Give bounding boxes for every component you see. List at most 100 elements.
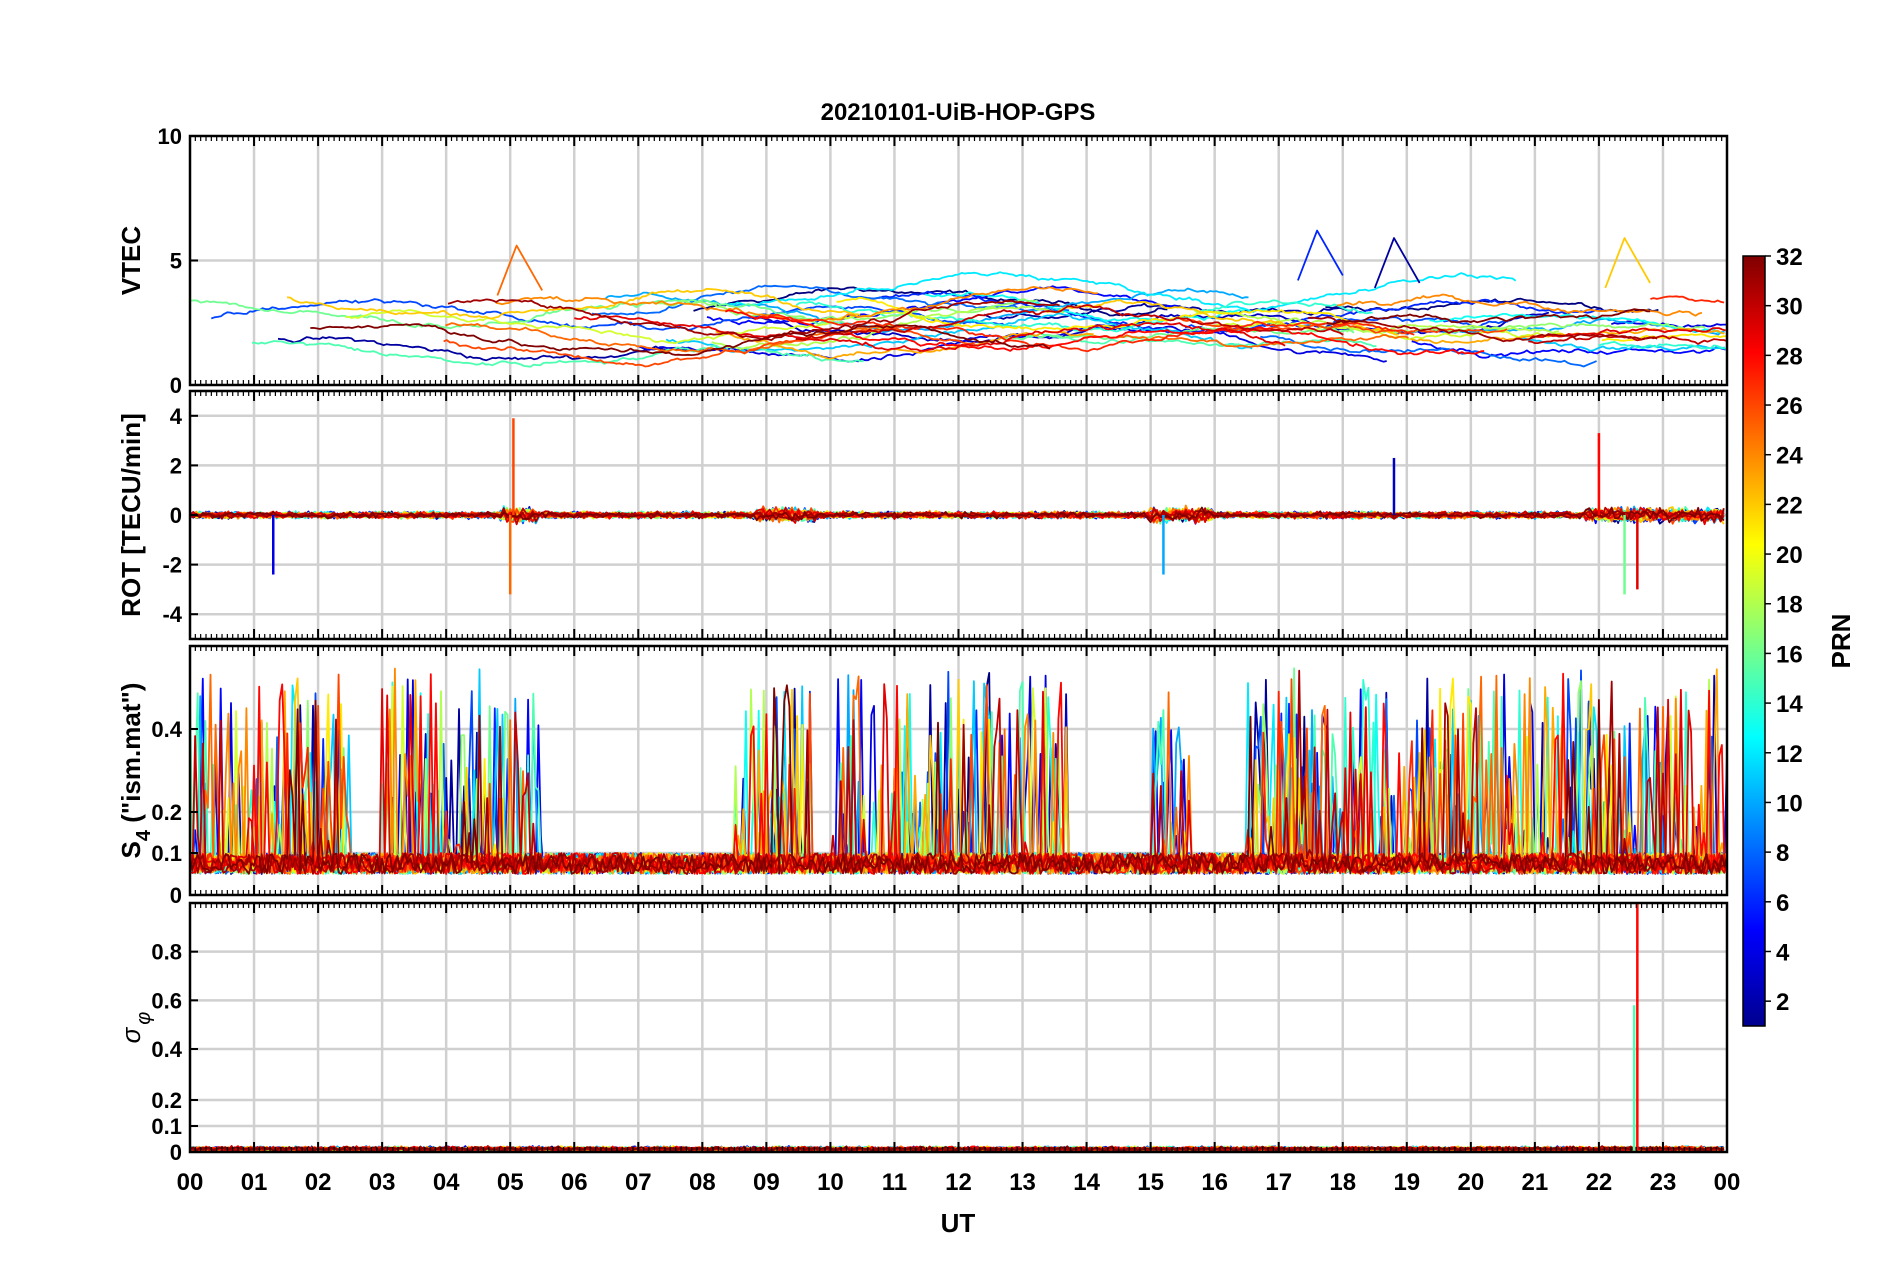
y-tick-label: 10 [158, 124, 182, 149]
vtec-trace-prn12 [724, 271, 1517, 313]
colorbar-tick-label: 2 [1776, 989, 1789, 1016]
vtec-trace-prn8 [1260, 335, 1597, 368]
x-tick-label: 09 [753, 1169, 780, 1196]
colorbar-gradient [1742, 255, 1766, 1027]
y-tick-label: 0.2 [151, 800, 182, 825]
peak-mark [1373, 237, 1421, 289]
panel-3: 0 0.1 0.2 0.4S4 ("ism.mat") [116, 644, 1729, 908]
vtec-trace-prn22 [1046, 299, 1400, 336]
colorbar-tick-label: 32 [1776, 244, 1803, 271]
x-tick-label: 06 [561, 1169, 588, 1196]
colorbar-tick-label: 10 [1776, 790, 1803, 817]
vtec-trace-prn27 [1650, 295, 1725, 304]
traces [190, 418, 1725, 595]
y-tick-label: 0 [170, 1140, 182, 1165]
colorbar-tick-label: 26 [1776, 393, 1803, 420]
x-tick-label: 01 [241, 1169, 268, 1196]
vtec-trace-prn2 [277, 336, 688, 362]
colorbar-tick-label: 20 [1776, 542, 1803, 569]
x-axis: 00 01 02 03 04 05 06 07 08 09 10 11 12 13 14 15 16 17 18 19… [177, 1169, 1741, 1196]
figure-title: 20210101-UiB-HOP-GPS [821, 99, 1096, 126]
colorbar-tick-label: 16 [1776, 641, 1803, 668]
y-tick-label: 0.8 [151, 940, 182, 965]
vtec-trace-prn31 [447, 298, 1060, 341]
colorbar-tick-label: 6 [1776, 890, 1789, 917]
y-tick-label: -4 [162, 602, 182, 627]
grid [190, 903, 1727, 1152]
y-axis-label: S4 ("ism.mat") [116, 683, 155, 859]
y-axis-label: ROT [TECU/min] [116, 413, 146, 617]
x-tick-label: 11 [882, 1169, 907, 1196]
vtec-trace-prn31 [1308, 316, 1658, 343]
y-tick-label: 0.2 [151, 1088, 182, 1113]
y-tick-label: 0.1 [151, 1114, 182, 1139]
x-tick-label: 10 [817, 1169, 844, 1196]
vtec-trace-prn32 [310, 323, 1051, 356]
panel-1: 0 5 10 VTEC [116, 124, 1729, 398]
x-tick-label: 05 [497, 1169, 524, 1196]
vtec-trace-prn4 [637, 325, 1387, 363]
x-tick-label: 17 [1265, 1169, 1292, 1196]
x-tick-label: 08 [689, 1169, 716, 1196]
minor-ticks [189, 391, 1728, 639]
colorbar-tick-label: 22 [1776, 492, 1803, 519]
y-tick-label: -2 [162, 553, 182, 578]
y-tick-label: 0.6 [151, 988, 182, 1013]
y-tick-label: 5 [170, 249, 182, 274]
vtec-trace-prn24 [1336, 293, 1703, 317]
vtec-trace-prn26 [1176, 316, 1508, 335]
x-tick-label: 02 [305, 1169, 332, 1196]
x-tick-label: 23 [1650, 1169, 1677, 1196]
vtec-trace-prn27 [754, 313, 1415, 353]
vtec-trace-prn7 [210, 298, 1012, 331]
x-tick-label: 03 [369, 1169, 396, 1196]
peak-mark [1297, 229, 1344, 281]
vtec-trace-prn10 [604, 287, 1249, 334]
x-tick-label: 13 [1009, 1169, 1036, 1196]
colorbar-tick-label: 12 [1776, 741, 1803, 768]
x-tick-label: 15 [1137, 1169, 1164, 1196]
s4-trace-prn32 [190, 684, 1727, 875]
minor-ticks [189, 136, 1728, 385]
peak-mark [1604, 237, 1651, 289]
traces [190, 667, 1727, 875]
x-tick-label: 14 [1073, 1169, 1100, 1196]
y-tick-label: 0 [170, 503, 182, 528]
x-tick-label: 16 [1201, 1169, 1228, 1196]
vtec-trace-prn21 [1601, 333, 1727, 342]
y-tick-label: 0.4 [151, 1037, 182, 1062]
vtec-trace-prn28 [724, 309, 1485, 356]
vtec-trace-prn14 [1598, 341, 1727, 350]
colorbar-tick-label: 28 [1776, 343, 1803, 370]
vtec-trace-prn25 [1081, 334, 1409, 348]
vtec-trace-prn16 [191, 298, 845, 330]
vtec-trace-prn32 [1326, 308, 1651, 325]
traces [191, 229, 1727, 368]
x-axis-label: UT [941, 1208, 976, 1238]
peak-mark [496, 244, 543, 296]
x-tick-label: 19 [1393, 1169, 1420, 1196]
y-tick-label: 2 [170, 453, 182, 478]
y-axis-label: σφ [116, 1012, 155, 1044]
vtec-trace-prn29 [574, 315, 1286, 352]
colorbar-label: PRN [1826, 614, 1856, 669]
colorbar-tick-label: 18 [1776, 592, 1803, 619]
y-tick-label: 4 [170, 404, 183, 429]
colorbar-tick-label: 14 [1776, 691, 1803, 718]
x-tick-label: 21 [1522, 1169, 1549, 1196]
colorbar-tick-label: 8 [1776, 840, 1789, 867]
minor-ticks [189, 646, 1728, 895]
vtec-trace-prn5 [1411, 340, 1726, 359]
y-tick-label: 0 [170, 373, 182, 398]
x-tick-label: 20 [1457, 1169, 1484, 1196]
colorbar-tick-label: 24 [1776, 443, 1803, 470]
panel-4: 00.10.2 0.4 0.6 0.8 σφ [116, 901, 1729, 1165]
y-axis-label: VTEC [116, 226, 146, 296]
vtec-trace-prn30 [795, 304, 1344, 341]
x-tick-label: 00 [1714, 1169, 1741, 1196]
vtec-trace-prn11 [1519, 337, 1725, 352]
rot-trace-prn32 [190, 506, 1725, 524]
